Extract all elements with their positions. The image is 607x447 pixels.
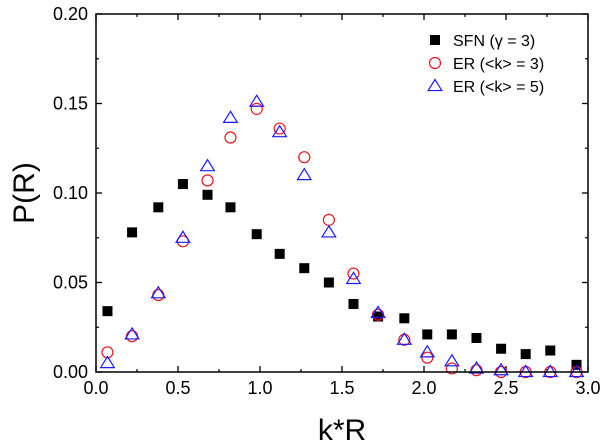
data-point	[224, 131, 237, 144]
plot-frame	[95, 13, 589, 373]
data-point	[373, 311, 384, 322]
data-point	[419, 344, 436, 358]
data-point	[225, 202, 236, 213]
data-point	[127, 227, 138, 238]
data-point	[273, 122, 286, 135]
series-3	[99, 94, 585, 378]
data-point	[568, 364, 585, 378]
legend-marker	[428, 56, 442, 70]
data-point	[296, 167, 313, 181]
data-point	[542, 364, 559, 378]
data-point	[323, 277, 334, 288]
data-point	[124, 326, 140, 340]
data-point	[299, 263, 310, 274]
data-point	[396, 332, 413, 345]
y-tick-label: 0.20	[53, 4, 88, 24]
x-tick-label: 0.0	[83, 378, 108, 398]
data-point	[102, 306, 113, 317]
x-axis-label: k*R	[318, 414, 366, 447]
data-point	[202, 189, 213, 200]
data-point	[421, 351, 434, 364]
data-point	[493, 362, 509, 376]
data-point	[545, 345, 556, 356]
legend-marker	[427, 78, 443, 92]
legend-marker	[430, 35, 440, 45]
data-point	[177, 179, 188, 190]
legend-label: SFN (γ = 3)	[453, 33, 535, 50]
data-point	[153, 202, 164, 213]
series-1	[102, 179, 582, 370]
data-point	[251, 229, 262, 240]
x-tick-label: 3.0	[575, 378, 600, 398]
data-point	[201, 174, 214, 187]
data-point	[446, 329, 457, 340]
data-point	[347, 267, 360, 280]
data-point	[199, 158, 216, 172]
data-point	[99, 355, 116, 369]
data-point	[175, 230, 191, 243]
axis-ticks: 0.0 0.5 1.0 1.5 2.0 2.5 3.0 0.00 0.05 0.10 0.15 0.2…	[53, 4, 601, 398]
data-point	[520, 349, 531, 360]
data-point	[298, 151, 311, 164]
legend-label: ER (<k> = 5)	[453, 79, 544, 96]
data-marks	[99, 94, 585, 379]
data-point	[271, 124, 288, 138]
data-point	[443, 353, 460, 367]
data-point	[150, 285, 167, 299]
x-tick-label: 1.5	[329, 378, 354, 398]
data-point	[517, 364, 534, 378]
y-tick-label: 0.05	[53, 273, 88, 293]
data-point	[101, 346, 114, 359]
x-tick-label: 0.5	[165, 378, 190, 398]
y-tick-label: 0.10	[53, 183, 88, 203]
data-point	[445, 362, 458, 375]
x-tick-label: 1.0	[247, 378, 272, 398]
data-point	[320, 224, 337, 238]
data-point	[345, 271, 362, 285]
data-point	[468, 360, 485, 374]
legend: SFN (γ = 3) ER (<k> = 3) ER (<k> = 5)	[427, 33, 544, 96]
data-point	[222, 110, 239, 123]
data-point	[274, 248, 285, 259]
data-point	[348, 298, 359, 309]
legend-label: ER (<k> = 3)	[453, 56, 544, 73]
y-axis-label: P(R)	[8, 162, 41, 224]
data-point	[250, 102, 263, 115]
x-tick-label: 2.5	[493, 378, 518, 398]
y-tick-label: 0.15	[53, 94, 88, 114]
data-point	[422, 329, 433, 340]
x-tick-label: 2.0	[411, 378, 436, 398]
data-point	[399, 313, 410, 324]
data-point	[471, 332, 482, 343]
y-tick-label: 0.00	[53, 362, 88, 382]
data-point	[496, 343, 507, 354]
data-point	[370, 305, 386, 319]
data-point	[176, 235, 190, 248]
data-point	[248, 94, 265, 107]
